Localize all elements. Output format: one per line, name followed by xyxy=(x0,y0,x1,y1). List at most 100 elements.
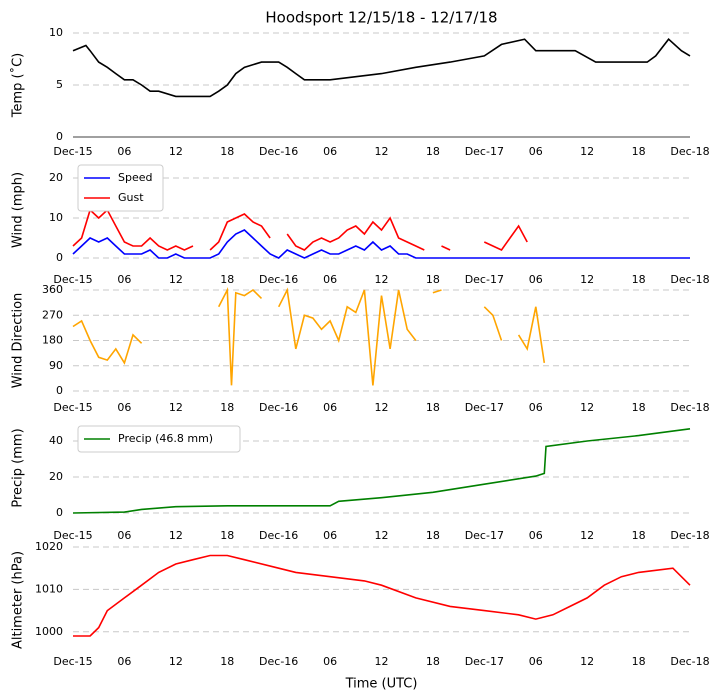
x-tick-label: 18 xyxy=(632,401,646,414)
y-axis-label: Altimeter (hPa) xyxy=(11,551,26,649)
y-tick-label: 0 xyxy=(56,251,63,264)
x-tick-label: Dec-18 xyxy=(670,401,709,414)
x-tick-label: 18 xyxy=(220,401,234,414)
x-tick-label: 06 xyxy=(529,655,543,668)
x-tick-label: Dec-17 xyxy=(465,655,504,668)
y-tick-label: 180 xyxy=(42,334,63,347)
x-tick-label: 12 xyxy=(375,655,389,668)
x-tick-label: Dec-15 xyxy=(53,145,92,158)
x-tick-label: 18 xyxy=(632,273,646,286)
y-tick-label: 1000 xyxy=(35,625,63,638)
x-tick-label: 18 xyxy=(220,273,234,286)
x-tick-label: 12 xyxy=(169,145,183,158)
y-tick-label: 0 xyxy=(56,130,63,143)
x-tick-label: 18 xyxy=(632,529,646,542)
x-tick-label: 18 xyxy=(632,145,646,158)
x-tick-label: Dec-17 xyxy=(465,273,504,286)
x-tick-label: 06 xyxy=(529,145,543,158)
x-tick-label: 12 xyxy=(169,401,183,414)
x-tick-label: 06 xyxy=(323,529,337,542)
y-axis-label: Wind (mph) xyxy=(11,172,26,248)
x-tick-label: 12 xyxy=(580,145,594,158)
y-tick-label: 90 xyxy=(49,359,63,372)
x-tick-label: 18 xyxy=(220,529,234,542)
y-tick-label: 1020 xyxy=(35,540,63,553)
y-tick-label: 40 xyxy=(49,434,63,447)
x-tick-label: Dec-15 xyxy=(53,273,92,286)
x-tick-label: Dec-18 xyxy=(670,273,709,286)
x-tick-label: 06 xyxy=(117,655,131,668)
series-line xyxy=(73,554,691,637)
legend-label: Speed xyxy=(118,171,152,184)
x-tick-label: Dec-15 xyxy=(53,529,92,542)
series-line xyxy=(72,286,546,386)
x-tick-label: 18 xyxy=(220,655,234,668)
x-tick-label: Dec-16 xyxy=(259,401,298,414)
x-tick-label: 18 xyxy=(632,655,646,668)
y-tick-label: 0 xyxy=(56,384,63,397)
legend-box xyxy=(77,425,241,453)
x-tick-label: 06 xyxy=(529,273,543,286)
x-tick-label: 06 xyxy=(117,529,131,542)
x-tick-label: 12 xyxy=(580,655,594,668)
x-tick-label: 06 xyxy=(529,401,543,414)
x-tick-label: 12 xyxy=(169,655,183,668)
x-tick-label: 12 xyxy=(580,401,594,414)
y-axis-label: Wind Direction xyxy=(11,293,26,389)
x-tick-label: Dec-15 xyxy=(53,401,92,414)
x-tick-label: Dec-18 xyxy=(670,145,709,158)
x-tick-label: 18 xyxy=(426,145,440,158)
series-line xyxy=(72,38,691,98)
x-tick-label: 06 xyxy=(117,401,131,414)
y-axis-label: Temp (˚C) xyxy=(10,53,26,119)
chart-title: Hoodsport 12/15/18 - 12/17/18 xyxy=(265,9,497,27)
x-tick-label: 18 xyxy=(220,145,234,158)
x-tick-label: 18 xyxy=(426,655,440,668)
x-tick-label: 18 xyxy=(426,273,440,286)
legend-label: Precip (46.8 mm) xyxy=(118,432,213,445)
x-axis-label: Time (UTC) xyxy=(345,677,418,692)
x-tick-label: 06 xyxy=(323,655,337,668)
x-tick-label: Dec-16 xyxy=(259,529,298,542)
x-tick-label: 12 xyxy=(375,273,389,286)
y-tick-label: 20 xyxy=(49,171,63,184)
y-tick-label: 10 xyxy=(49,26,63,39)
x-tick-label: 06 xyxy=(323,145,337,158)
x-tick-label: 06 xyxy=(529,529,543,542)
y-tick-label: 20 xyxy=(49,470,63,483)
y-tick-label: 10 xyxy=(49,211,63,224)
x-tick-label: 18 xyxy=(426,401,440,414)
x-tick-label: Dec-16 xyxy=(259,655,298,668)
series-line xyxy=(72,208,528,252)
x-tick-label: 12 xyxy=(169,273,183,286)
x-tick-label: 12 xyxy=(169,529,183,542)
x-tick-label: Dec-18 xyxy=(670,655,709,668)
legend-label: Gust xyxy=(118,191,144,204)
x-tick-label: 12 xyxy=(580,529,594,542)
x-tick-label: 12 xyxy=(375,401,389,414)
x-tick-label: 12 xyxy=(375,529,389,542)
x-tick-label: Dec-17 xyxy=(465,145,504,158)
x-tick-label: 06 xyxy=(323,401,337,414)
x-tick-label: Dec-17 xyxy=(465,401,504,414)
y-tick-label: 270 xyxy=(42,308,63,321)
x-tick-label: 06 xyxy=(117,273,131,286)
y-tick-label: 360 xyxy=(42,283,63,296)
x-tick-label: 06 xyxy=(323,273,337,286)
x-tick-label: 12 xyxy=(375,145,389,158)
y-tick-label: 1010 xyxy=(35,582,63,595)
x-tick-label: 18 xyxy=(426,529,440,542)
x-tick-label: Dec-18 xyxy=(670,529,709,542)
y-tick-label: 5 xyxy=(56,78,63,91)
x-tick-label: Dec-15 xyxy=(53,655,92,668)
y-axis-label: Precip (mm) xyxy=(11,428,26,507)
x-tick-label: 12 xyxy=(580,273,594,286)
y-tick-label: 0 xyxy=(56,506,63,519)
x-tick-label: 06 xyxy=(117,145,131,158)
x-tick-label: Dec-16 xyxy=(259,145,298,158)
x-tick-label: Dec-16 xyxy=(259,273,298,286)
series-line xyxy=(72,428,691,514)
x-tick-label: Dec-17 xyxy=(465,529,504,542)
series-line xyxy=(72,229,690,259)
